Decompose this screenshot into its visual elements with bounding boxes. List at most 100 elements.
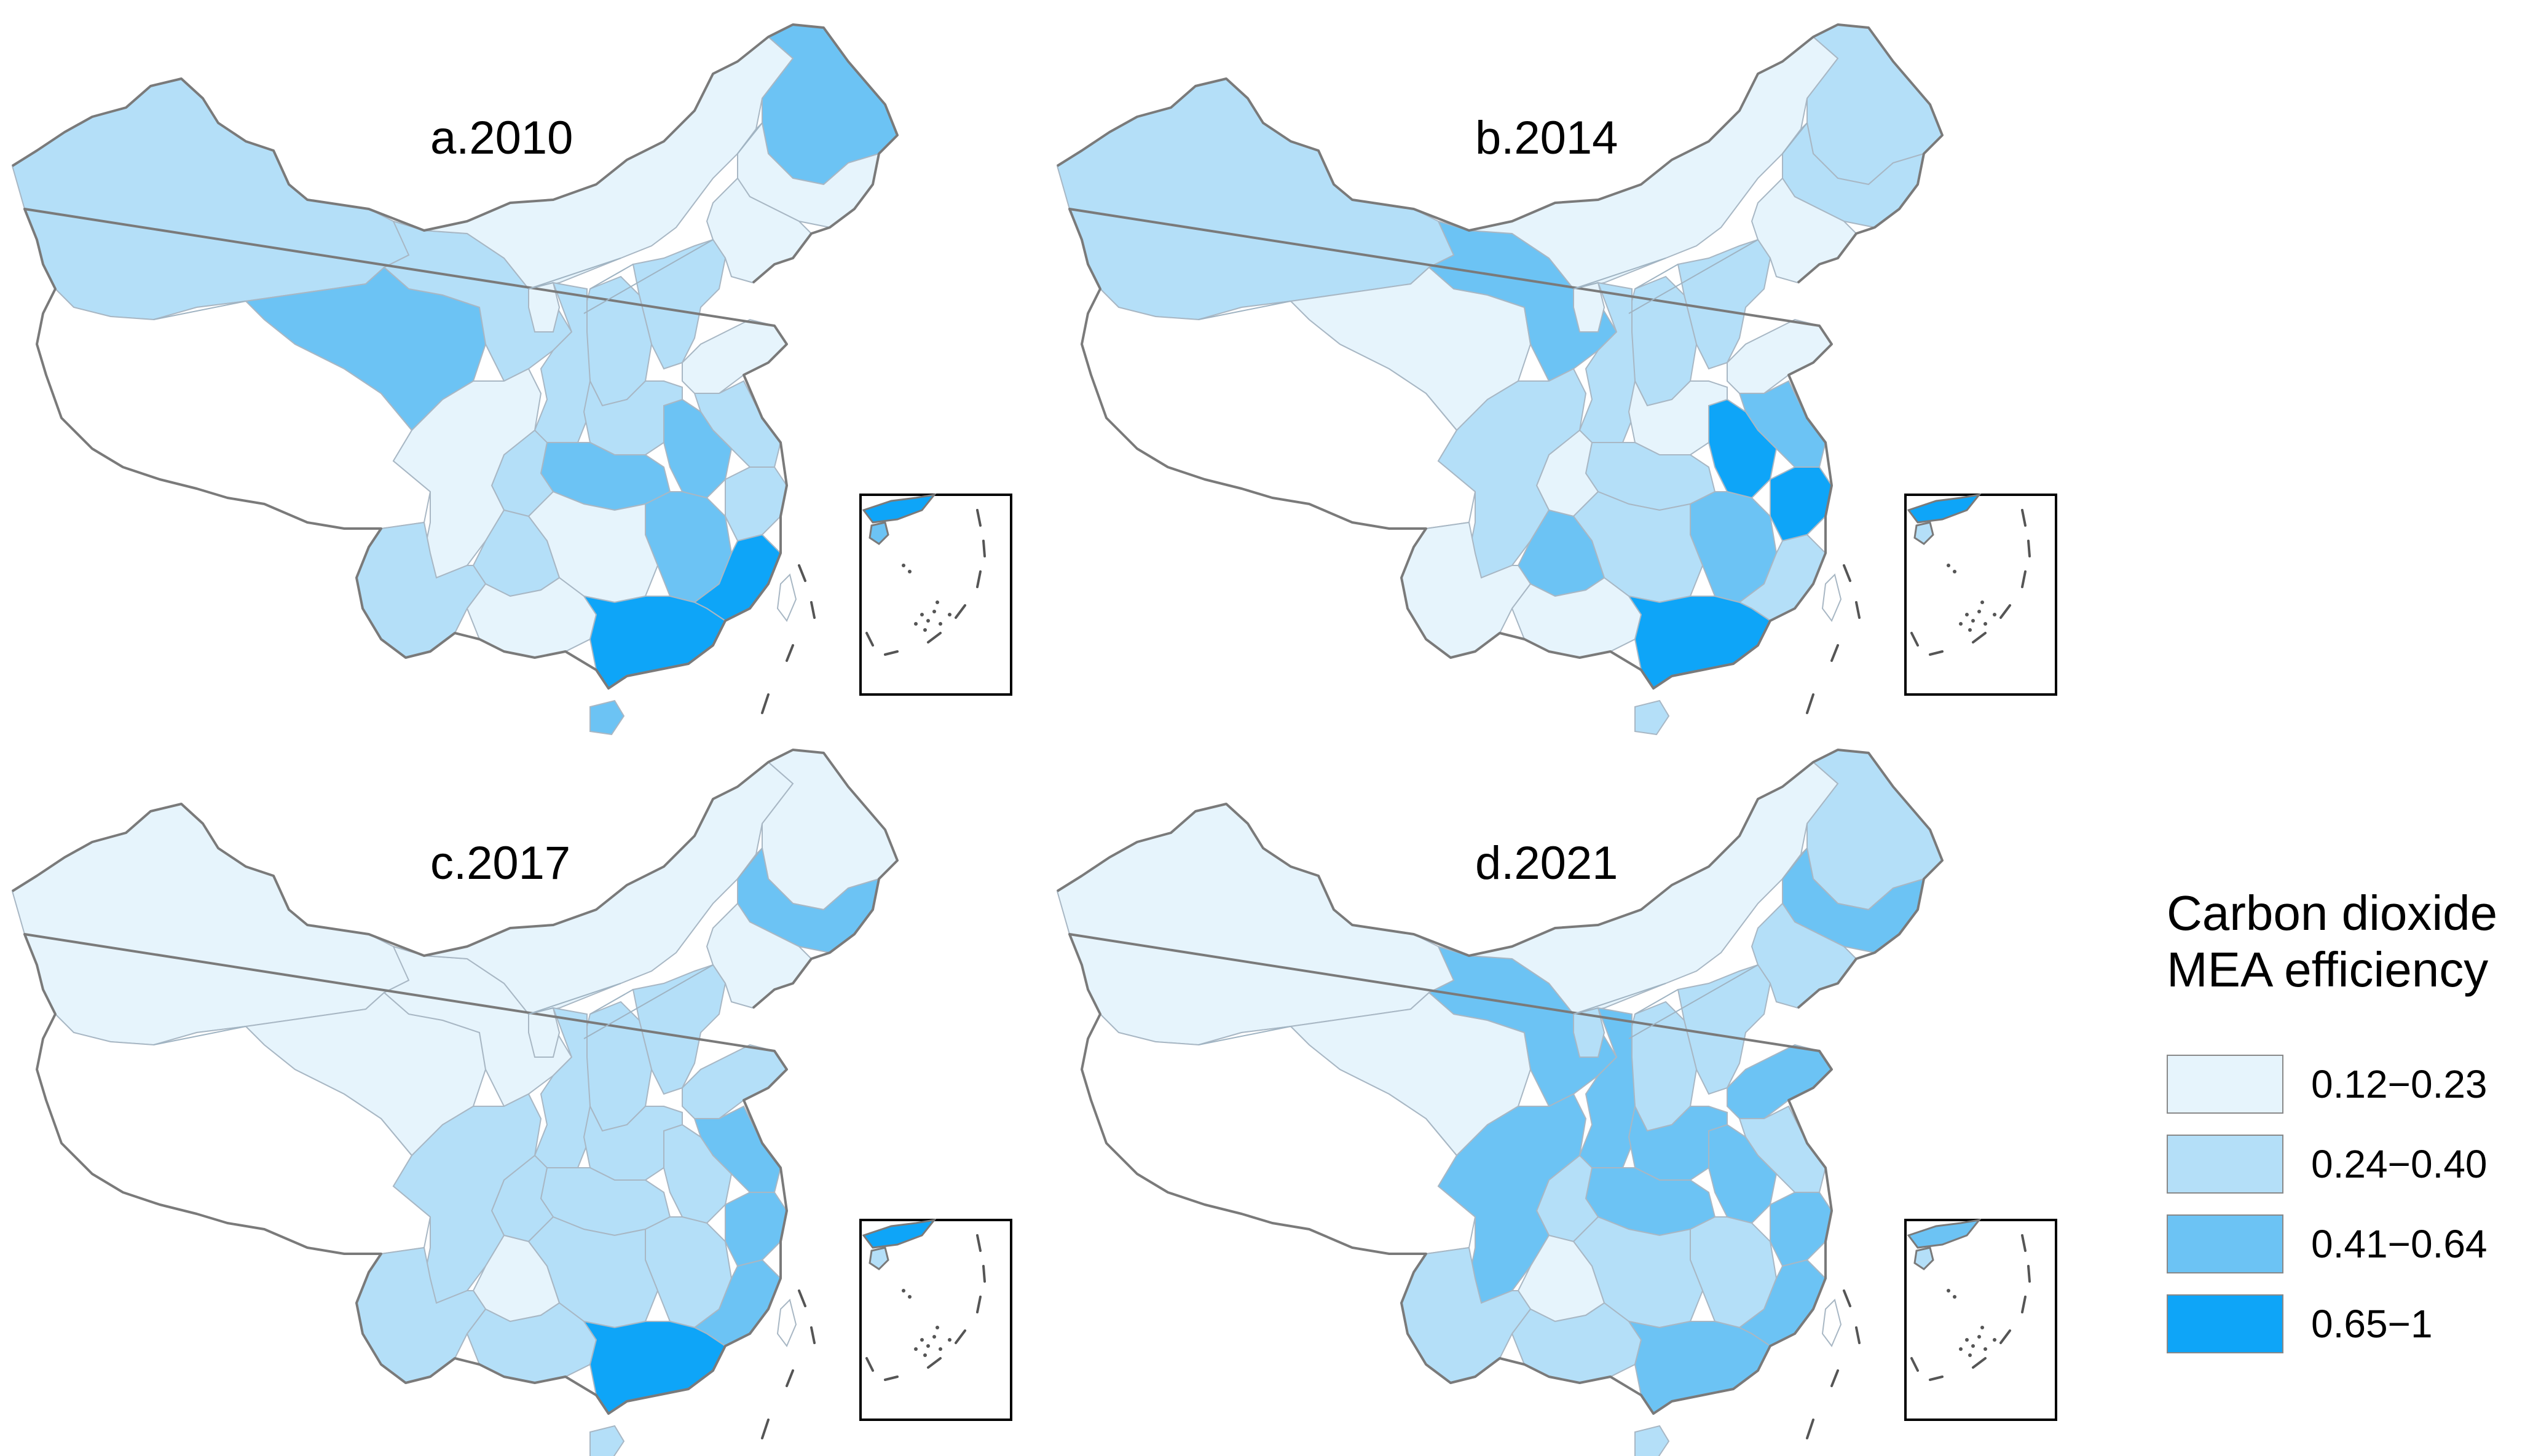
region-hainan <box>589 1425 625 1456</box>
island-dot <box>1993 1338 1996 1342</box>
china-map-a: a.2010 <box>11 23 1012 736</box>
region-xinjiang <box>11 803 425 1046</box>
legend-items: 0.12−0.23 0.24−0.40 0.41−0.64 0.65−1 <box>2167 1053 2529 1355</box>
island-dot <box>1947 564 1950 567</box>
province-boundary <box>1573 282 1599 289</box>
inset-coastline <box>862 493 937 524</box>
island-dot <box>936 600 939 604</box>
china-map-b: b.2014 <box>1056 23 2057 736</box>
inset-boundary-dash <box>955 1329 966 1344</box>
province-boundary <box>1634 264 1679 289</box>
panel-title: d.2021 <box>1475 837 1618 889</box>
region-zhejiang <box>725 466 788 542</box>
region-guangdong <box>582 595 727 690</box>
island-dot <box>1968 1353 1972 1357</box>
island-dot <box>1980 1326 1984 1329</box>
region-zhejiang <box>1770 466 1833 542</box>
island-dot <box>1977 1335 1981 1339</box>
legend-swatch <box>2167 1055 2283 1114</box>
province-boundary <box>528 258 621 289</box>
inset-hainan <box>869 521 889 545</box>
island-dot <box>932 610 936 613</box>
inset-hainan <box>1913 1246 1934 1270</box>
map-panel-a: a.2010 <box>0 0 1045 738</box>
inset-boundary-dash <box>1999 604 2011 619</box>
island-dot <box>926 619 930 623</box>
inset-boundary-dash <box>976 1234 982 1252</box>
south-china-sea-inset <box>859 1218 1012 1421</box>
island-dot <box>1971 1344 1975 1348</box>
island-dot <box>932 1335 936 1339</box>
island-dot <box>923 1353 927 1357</box>
region-taiwan <box>776 573 797 622</box>
inset-boundary-dash <box>1929 650 1944 656</box>
inset-boundary-dash <box>976 570 982 588</box>
province-boundary <box>153 301 246 320</box>
island-dot <box>1953 570 1956 573</box>
china-map-c: c.2017 <box>11 749 1012 1456</box>
island-dot <box>1965 613 1969 616</box>
legend-swatch <box>2167 1294 2283 1353</box>
maritime-boundary-dash <box>810 1326 816 1344</box>
inset-boundary-dash <box>865 1357 874 1372</box>
island-dot <box>908 570 912 573</box>
inset-coastline <box>1907 493 1982 524</box>
inset-coastline <box>1907 1218 1982 1249</box>
maritime-boundary-dash <box>1843 564 1851 582</box>
province-boundary <box>589 989 634 1015</box>
inset-hainan <box>869 1246 889 1270</box>
island-dot <box>1980 600 1984 604</box>
inset-boundary-dash <box>982 1265 986 1283</box>
map-panel-d: d.2021 <box>1045 725 2090 1456</box>
island-dot <box>1993 613 1996 616</box>
island-dot <box>1983 1347 1987 1351</box>
maritime-boundary-dash <box>1806 693 1814 714</box>
province-boundary <box>583 964 714 1039</box>
island-dot <box>1953 1295 1956 1299</box>
island-dot <box>1983 622 1987 626</box>
region-guangdong <box>1627 1320 1771 1415</box>
inset-boundary-dash <box>2021 1234 2027 1252</box>
inset-boundary-dash <box>976 509 982 527</box>
island-dot <box>1971 619 1975 623</box>
legend-title-line2: MEA efficiency <box>2167 942 2489 997</box>
region-guangdong <box>1627 595 1771 690</box>
inset-boundary-dash <box>1910 632 1919 647</box>
legend-item: 0.41−0.64 <box>2167 1213 2529 1275</box>
region-guangdong <box>582 1320 727 1415</box>
region-hainan <box>1634 1425 1670 1456</box>
panel-title: b.2014 <box>1475 112 1618 164</box>
maritime-boundary-dash <box>798 1289 806 1307</box>
inset-boundary-dash <box>884 650 899 656</box>
island-dot <box>920 1338 924 1342</box>
maritime-boundary-dash <box>786 644 794 662</box>
inset-boundary-dash <box>1910 1357 1919 1372</box>
province-boundary <box>1634 989 1679 1015</box>
province-boundary <box>1628 239 1759 314</box>
region-xinjiang <box>11 77 425 321</box>
island-dot <box>902 1289 905 1293</box>
province-boundary <box>589 264 634 289</box>
legend-label: 0.41−0.64 <box>2311 1222 2488 1266</box>
island-dot <box>948 1338 951 1342</box>
map-panel-c: c.2017 <box>0 725 1045 1456</box>
region-xinjiang <box>1056 803 1470 1046</box>
region-taiwan <box>776 1299 797 1347</box>
region-sichuan <box>380 1093 542 1304</box>
island-dot <box>939 622 942 626</box>
maritime-boundary-dash <box>798 564 806 582</box>
island-dot <box>1977 610 1981 613</box>
province-boundary <box>528 983 621 1015</box>
legend-title-line1: Carbon dioxide <box>2167 886 2498 940</box>
inset-boundary-dash <box>1929 1375 1944 1381</box>
maritime-boundary-dash <box>810 601 816 619</box>
inset-boundary-dash <box>982 540 986 557</box>
island-dot <box>1947 1289 1950 1293</box>
province-boundary <box>528 1007 554 1015</box>
region-shandong <box>1727 1044 1833 1119</box>
island-dot <box>902 564 905 567</box>
legend-item: 0.24−0.40 <box>2167 1133 2529 1195</box>
region-zhejiang <box>725 1192 788 1267</box>
maritime-boundary-dash <box>1855 1326 1861 1344</box>
maritime-boundary-dash <box>1843 1289 1851 1307</box>
